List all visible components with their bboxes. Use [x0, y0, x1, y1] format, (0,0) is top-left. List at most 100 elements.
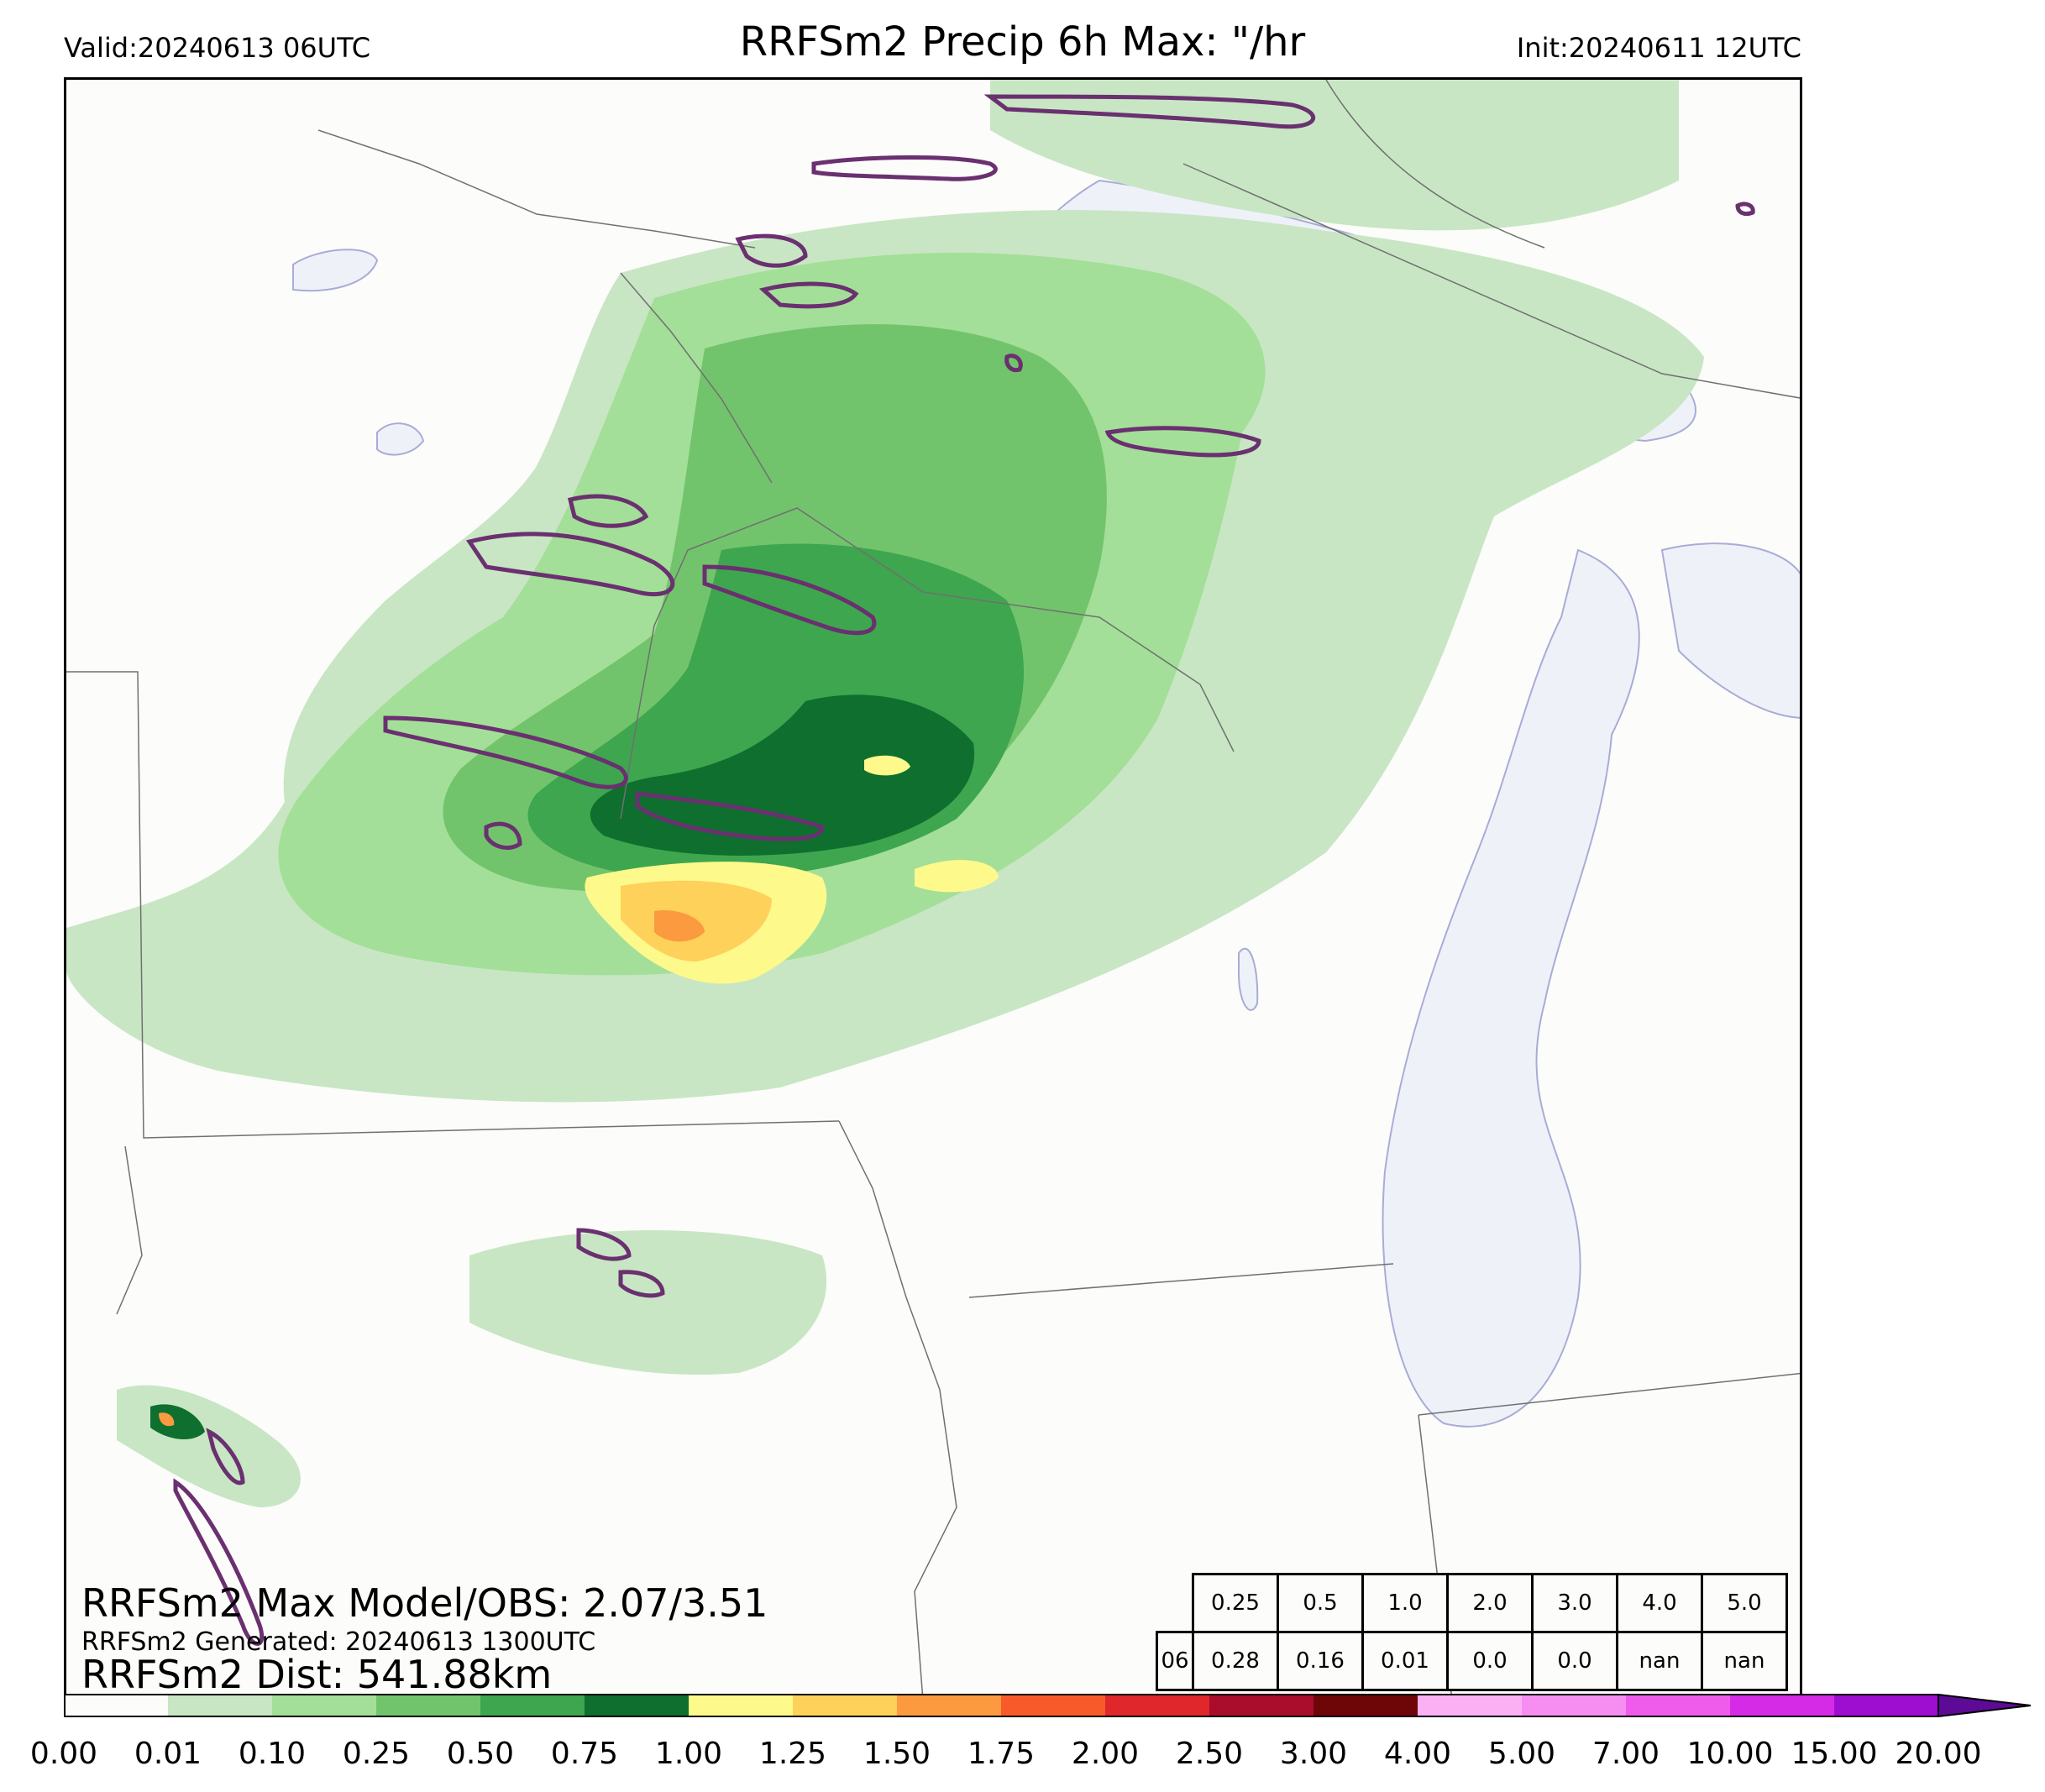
colorbar-tick-label: 1.00 [654, 1737, 723, 1771]
border-line [620, 507, 1235, 820]
obs-contour [735, 233, 808, 268]
colorbar-tick-label: 0.10 [238, 1737, 307, 1771]
threshold-cell: 3.0 [1531, 1573, 1618, 1633]
obs-contour [383, 715, 628, 789]
obs-contour [1104, 426, 1261, 458]
border-line [1325, 80, 1545, 249]
colorbar-segment [376, 1695, 480, 1716]
obs-contour [206, 1428, 245, 1485]
colorbar-segment [897, 1695, 1001, 1716]
border-line [116, 1145, 143, 1315]
precip-0-75 [590, 694, 975, 856]
precip-1-00-b [864, 755, 910, 776]
precip-0-01-sw [117, 1385, 301, 1507]
colorbar-extend-arrow [1938, 1693, 2032, 1718]
init-time-label: Init:20240611 12UTC [1516, 32, 1801, 64]
colorbar-tick-label: 0.50 [446, 1737, 515, 1771]
colorbar-segment [1522, 1695, 1626, 1716]
colorbar-tick-label: 0.01 [134, 1737, 202, 1771]
threshold-value-row: 06 0.28 0.16 0.01 0.0 0.0 nan nan [1156, 1631, 1788, 1691]
colorbar-segment [168, 1695, 272, 1716]
colorbar-segment [480, 1695, 585, 1716]
colorbar-segment [689, 1695, 793, 1716]
obs-contour [983, 94, 1315, 129]
precip-map-panel[interactable]: RRFSm2 Max Model/OBS: 2.07/3.51 RRFSm2 G… [64, 77, 1802, 1698]
small-lake-1 [292, 249, 379, 292]
value-cell: 0.01 [1361, 1631, 1449, 1691]
threshold-cell: 1.0 [1361, 1573, 1449, 1633]
border-line [620, 272, 773, 484]
max-model-obs-label: RRFSm2 Max Model/OBS: 2.07/3.51 [81, 1580, 768, 1626]
colorbar-tick-label: 3.00 [1279, 1737, 1348, 1771]
border-line [968, 1263, 1394, 1298]
obs-contour [618, 1270, 665, 1298]
value-cell: 0.16 [1277, 1631, 1364, 1691]
border-line [838, 1120, 957, 1695]
colorbar-tick-label: 1.50 [863, 1737, 931, 1771]
obs-contour [1735, 202, 1755, 217]
obs-contours [173, 94, 1755, 1646]
colorbar-tick-label: 10.00 [1686, 1737, 1774, 1771]
obs-contour [811, 155, 998, 181]
precip-1-50 [654, 910, 705, 942]
colorbar-tick-label: 0.25 [342, 1737, 411, 1771]
colorbar-segment [1209, 1695, 1314, 1716]
threshold-header-row: 0.25 0.5 1.0 2.0 3.0 4.0 5.0 [1157, 1573, 1788, 1633]
obs-contour [576, 1228, 632, 1261]
distance-label: RRFSm2 Dist: 541.88km [81, 1652, 553, 1697]
lake-michigan [1382, 548, 1640, 1428]
lake-huron [1660, 542, 1800, 719]
table-corner [1157, 1575, 1193, 1632]
precip-map [66, 80, 1800, 1695]
colorbar-segment [272, 1695, 376, 1716]
obs-contour [635, 791, 825, 841]
threshold-table: 0.25 0.5 1.0 2.0 3.0 4.0 5.0 06 0.28 0.1… [1156, 1573, 1788, 1691]
colorbar-tick-label: 0.00 [29, 1737, 98, 1771]
value-cell: 0.0 [1446, 1631, 1534, 1691]
colorbar-segment [793, 1695, 897, 1716]
colorbar-segment [1105, 1695, 1209, 1716]
border-line [317, 129, 756, 249]
colorbar-tick-label: 1.25 [758, 1737, 827, 1771]
border-line [66, 671, 840, 1139]
obs-contour [1004, 354, 1023, 373]
colorbar-tick-label: 2.00 [1071, 1737, 1140, 1771]
value-cell: nan [1616, 1631, 1703, 1691]
colorbar-segment [1834, 1695, 1938, 1716]
threshold-cell: 5.0 [1701, 1573, 1788, 1633]
precip-0-01-south [469, 1230, 827, 1375]
colorbar-tick-label: 1.75 [967, 1737, 1036, 1771]
colorbar-segment [1314, 1695, 1418, 1716]
border-line [1418, 1372, 1800, 1416]
threshold-cell: 2.0 [1446, 1573, 1534, 1633]
plot-title: RRFSm2 Precip 6h Max: "/hr [739, 18, 1306, 65]
value-cell: 0.0 [1531, 1631, 1618, 1691]
colorbar-segment [585, 1695, 689, 1716]
obs-contour [702, 564, 877, 636]
obs-contour [465, 532, 675, 597]
precip-sw-peak [159, 1412, 175, 1427]
colorbar-tick-label: 0.75 [550, 1737, 619, 1771]
obs-contour [758, 281, 859, 309]
colorbar-tick-label: 4.00 [1383, 1737, 1452, 1771]
precip-1-00-c [915, 860, 999, 893]
colorbar-tick-label: 20.00 [1895, 1737, 1982, 1771]
colorbar-segment [1730, 1695, 1834, 1716]
border-line [1182, 163, 1800, 399]
obs-contour [173, 1478, 265, 1646]
colorbar-segment [1001, 1695, 1105, 1716]
colorbar-tick-label: 5.00 [1487, 1737, 1556, 1771]
obs-contour [484, 821, 522, 850]
small-lake-2 [376, 422, 425, 456]
threshold-cell: 0.25 [1192, 1573, 1279, 1633]
generated-label: RRFSm2 Generated: 20240613 1300UTC [81, 1627, 596, 1657]
valid-time-label: Valid:20240613 06UTC [64, 32, 371, 64]
value-cell: 0.28 [1192, 1631, 1279, 1691]
colorbar-segment [64, 1695, 168, 1716]
colorbar-tick-label: 15.00 [1791, 1737, 1878, 1771]
colorbar-tick-label: 2.50 [1175, 1737, 1244, 1771]
colorbar-segment [1626, 1695, 1730, 1716]
row-label: 06 [1156, 1631, 1194, 1691]
colorbar-tick-label: 7.00 [1591, 1737, 1660, 1771]
threshold-cell: 4.0 [1616, 1573, 1703, 1633]
